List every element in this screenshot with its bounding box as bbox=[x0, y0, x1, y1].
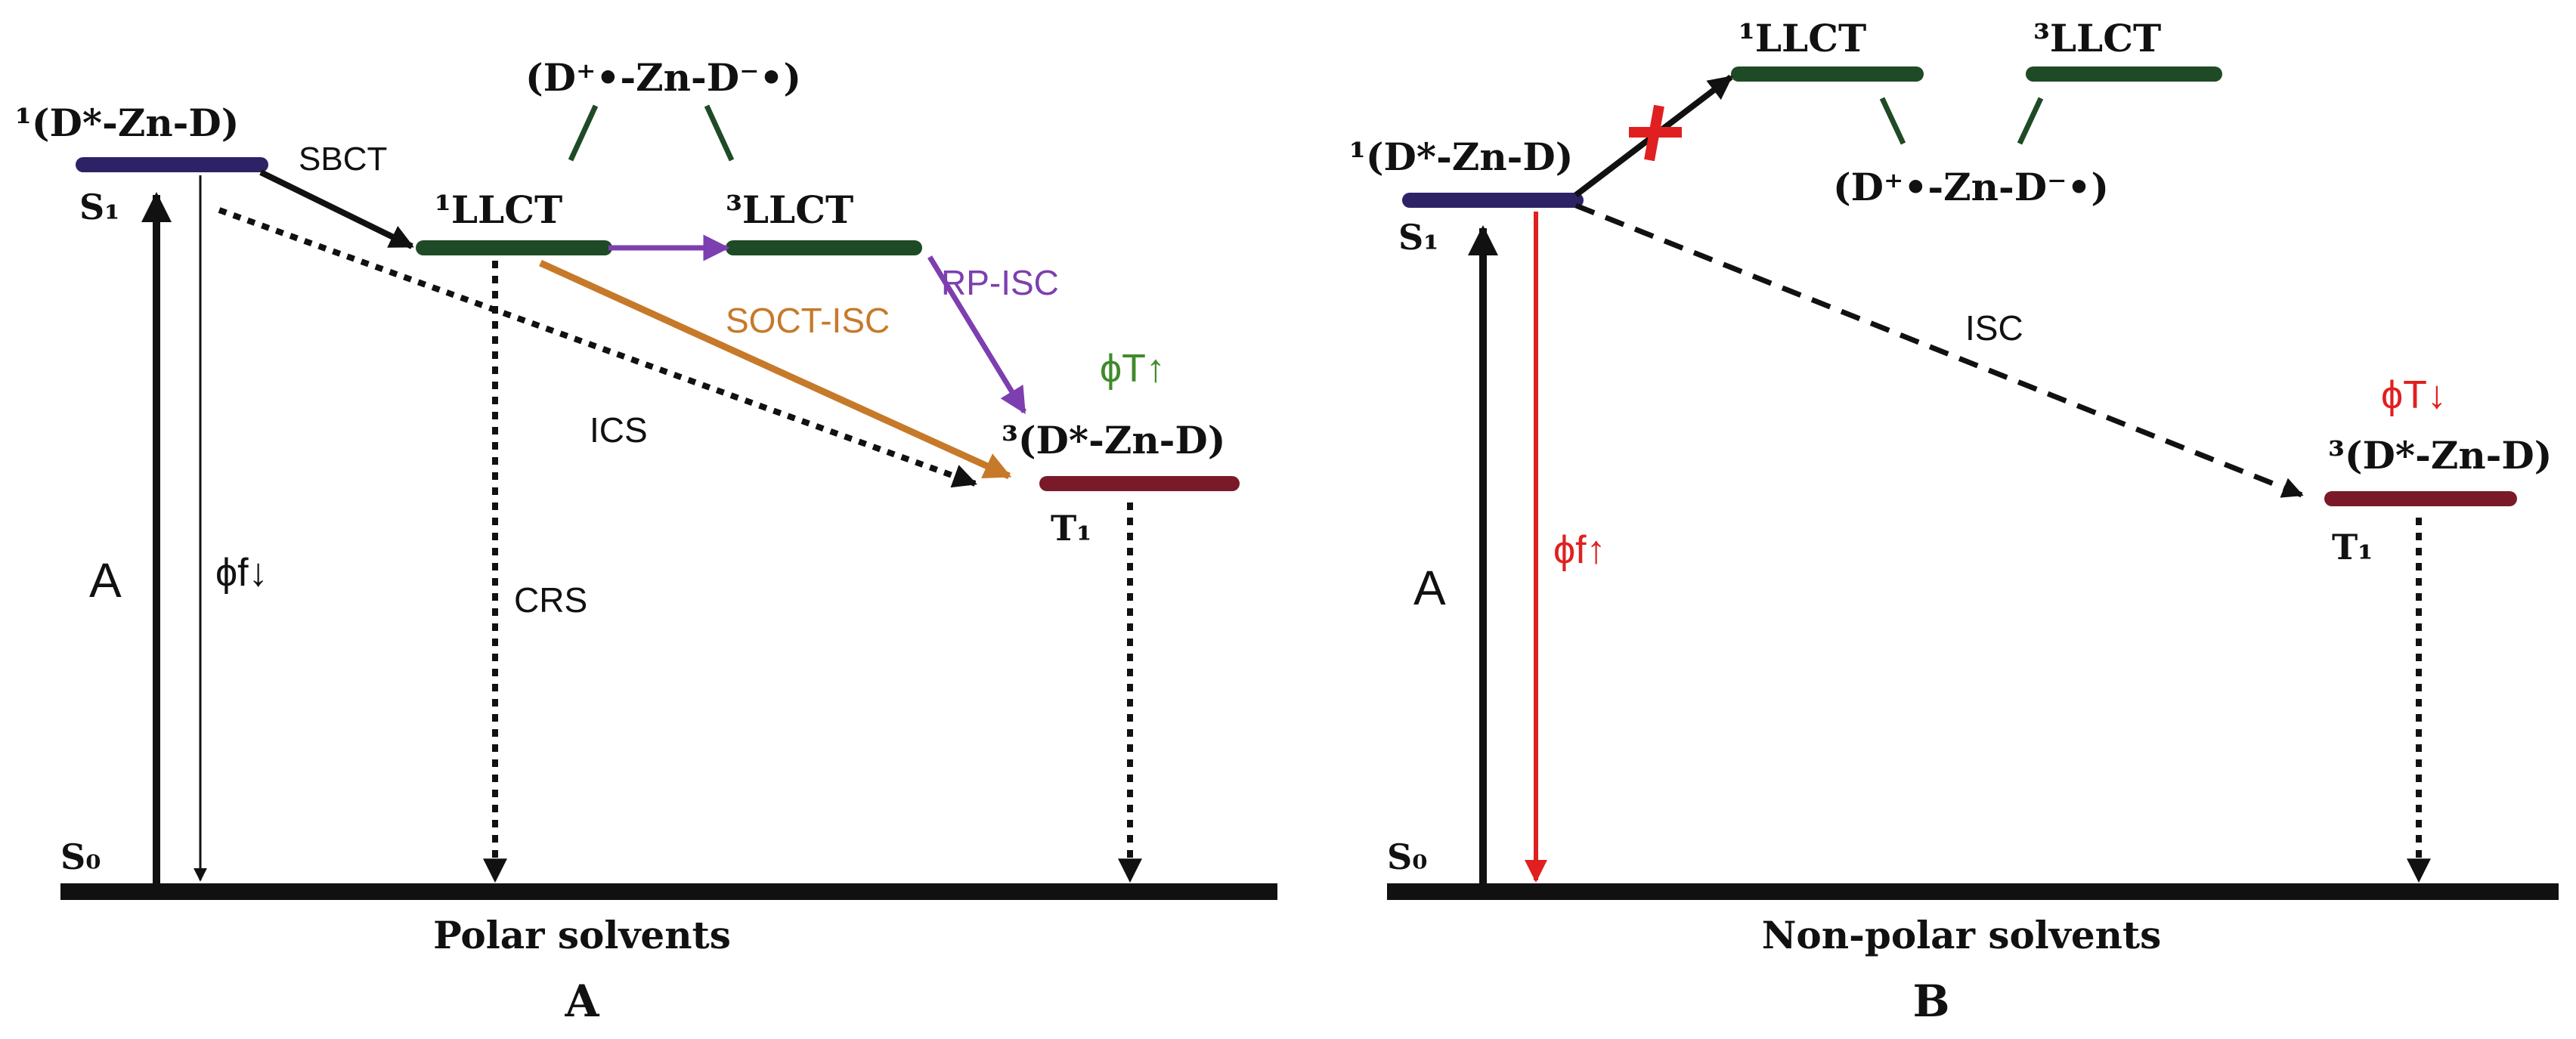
panel-label-a: A bbox=[564, 976, 599, 1027]
absorption-label-b: A bbox=[1413, 561, 1446, 615]
llct3-label-a: ³LLCT bbox=[726, 187, 853, 232]
rp-connector-left-a bbox=[568, 104, 599, 162]
rp-connector-left-b bbox=[1879, 97, 1906, 145]
s1-symbol-b: S₁ bbox=[1398, 217, 1438, 258]
ics-arrow-a bbox=[218, 207, 978, 488]
llct3-label-b: ³LLCT bbox=[2033, 16, 2161, 60]
absorption-label-a: A bbox=[89, 553, 122, 608]
radical-pair-label-a: (D⁺•-Zn-D⁻•) bbox=[525, 55, 801, 100]
triplet-yield-label-a: ϕT↑ bbox=[1100, 347, 1166, 391]
t1-symbol-b: T₁ bbox=[2332, 527, 2373, 567]
s0-symbol-b: S₀ bbox=[1387, 836, 1427, 877]
soct-isc-arrow-a bbox=[539, 259, 1012, 480]
solvent-label-a: Polar solvents bbox=[433, 913, 731, 957]
s1-symbol-a: S₁ bbox=[79, 187, 119, 227]
soct-isc-label-a: SOCT-ISC bbox=[726, 301, 890, 340]
s0-symbol-a: S₀ bbox=[60, 836, 101, 877]
llct1-label-a: ¹LLCT bbox=[435, 187, 562, 232]
t1-symbol-a: T₁ bbox=[1051, 508, 1091, 549]
triplet-yield-label-b: ϕT↓ bbox=[2381, 373, 2447, 417]
panel-a: ¹(D*-Zn-D) S₁ S₀ SBCT (D⁺•-Zn-D⁻•) ¹LLCT… bbox=[15, 55, 1277, 1027]
fluorescence-yield-label-b: ϕf↑ bbox=[1553, 528, 1606, 572]
rp-connector-right-a bbox=[704, 104, 735, 162]
llct1-label-b: ¹LLCT bbox=[1738, 16, 1866, 60]
solvent-label-b: Non-polar solvents bbox=[1762, 913, 2162, 957]
sbct-label-a: SBCT bbox=[299, 141, 387, 178]
s1-state-label-b: ¹(D*-Zn-D) bbox=[1349, 135, 1573, 179]
isc-label-b: ISC bbox=[1965, 308, 2023, 348]
ics-label-a: ICS bbox=[590, 410, 648, 450]
isc-arrow-b bbox=[1574, 203, 2304, 498]
t1-state-label-b: ³(D*-Zn-D) bbox=[2328, 433, 2552, 478]
s1-state-label-a: ¹(D*-Zn-D) bbox=[15, 100, 239, 145]
rp-isc-arrow-a bbox=[927, 255, 1026, 414]
sbct-arrow-a bbox=[259, 169, 414, 249]
blocked-cross-icon bbox=[1629, 104, 1682, 162]
t1-state-label-a: ³(D*-Zn-D) bbox=[1002, 418, 1225, 462]
radical-pair-label-b: (D⁺•-Zn-D⁻•) bbox=[1833, 165, 2109, 209]
panel-b: ¹LLCT ³LLCT (D⁺•-Zn-D⁻•) ¹(D*-Zn-D) S₁ S… bbox=[1349, 16, 2559, 1027]
rp-isc-label-a: RP-ISC bbox=[941, 263, 1059, 302]
crs-label-a: CRS bbox=[514, 580, 587, 620]
rp-connector-right-b bbox=[2017, 97, 2044, 145]
panel-label-b: B bbox=[1912, 976, 1949, 1027]
fluorescence-yield-label-a: ϕf↓ bbox=[215, 551, 268, 595]
